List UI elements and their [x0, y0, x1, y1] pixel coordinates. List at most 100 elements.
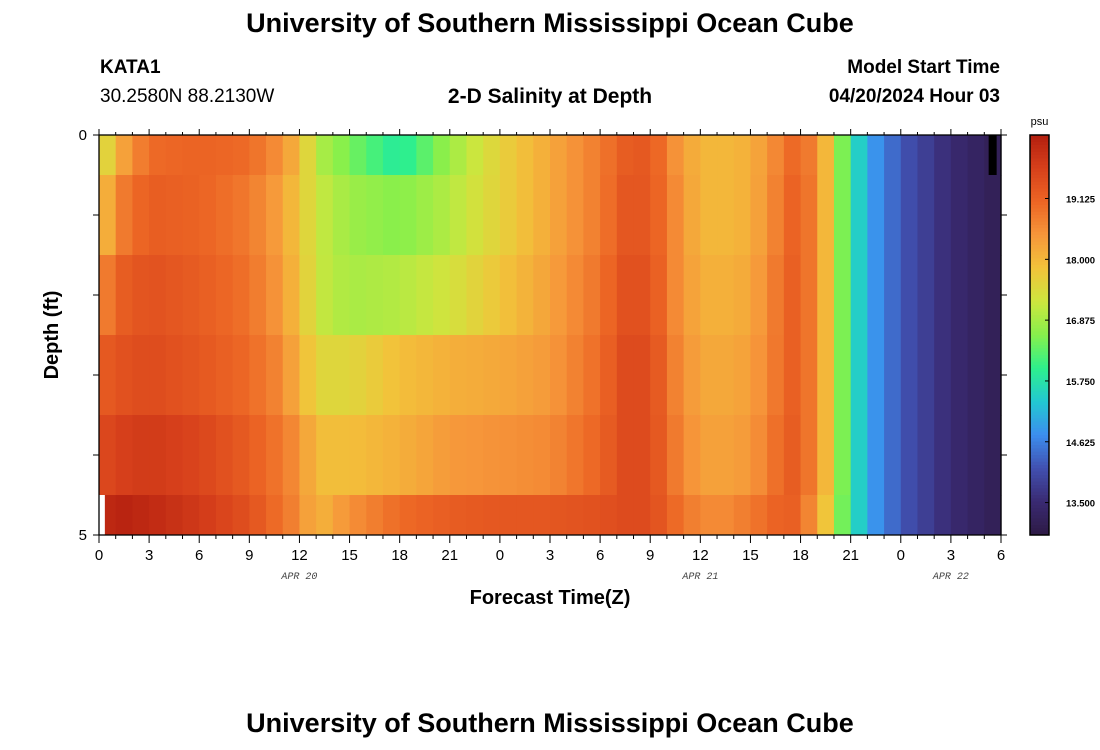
heatmap-cell [733, 335, 752, 416]
heatmap-cell [767, 415, 785, 496]
heatmap-cell [366, 335, 384, 416]
colorbar-segment [1030, 321, 1049, 326]
heatmap-cell [633, 495, 651, 536]
heatmap-cell [600, 175, 618, 256]
heatmap-cell [934, 335, 952, 416]
heatmap-cell [182, 415, 200, 496]
heatmap-cell [332, 415, 351, 496]
colorbar-segment [1030, 148, 1049, 153]
colorbar-segment [1030, 331, 1049, 336]
heatmap-cell [817, 135, 835, 176]
colorbar-segment [1030, 255, 1049, 259]
colorbar-segment [1030, 305, 1049, 309]
heatmap-cell [934, 135, 952, 176]
colorbar-segment [1030, 208, 1049, 213]
date-label: APR 22 [932, 572, 969, 583]
heatmap-cell [215, 495, 234, 536]
heatmap-cell [533, 415, 551, 496]
heatmap-cell [516, 415, 534, 496]
heatmap-cell [165, 335, 184, 416]
colorbar-segment [1030, 475, 1049, 479]
heatmap-cell [733, 255, 752, 336]
heatmap-cell [984, 255, 1002, 336]
heatmap-cell [316, 255, 334, 336]
heatmap-cell [366, 135, 384, 176]
heatmap-cell [483, 255, 501, 336]
heatmap-cell [650, 135, 668, 176]
heatmap-cell [466, 415, 484, 496]
colorbar-segment [1030, 448, 1049, 453]
heatmap-cell [99, 175, 117, 256]
heatmap-cell [767, 255, 785, 336]
heatmap-cell [783, 255, 802, 336]
heatmap-cell [900, 135, 919, 176]
heatmap-cell [817, 175, 835, 256]
heatmap-cell [700, 255, 718, 336]
colorbar-segment [1030, 311, 1049, 316]
colorbar-segment [1030, 278, 1049, 283]
x-tick-label: 6 [195, 547, 203, 564]
heatmap-cell [349, 495, 367, 536]
colorbar-segment [1030, 471, 1049, 476]
heatmap-cell [533, 495, 551, 536]
heatmap-cell [817, 335, 835, 416]
colorbar-segment [1030, 338, 1049, 343]
heatmap-cell [833, 495, 852, 536]
colorbar-segment [1030, 168, 1049, 173]
heatmap-cell [984, 495, 1002, 536]
heatmap-cell [165, 135, 184, 176]
heatmap-cell [249, 415, 267, 496]
heatmap-cell [934, 495, 952, 536]
heatmap-cell [199, 135, 217, 176]
heatmap-cell [483, 135, 501, 176]
heatmap-cell [466, 175, 484, 256]
colorbar-segment [1030, 361, 1049, 366]
heatmap-cell [633, 255, 651, 336]
heatmap-cell [917, 135, 935, 176]
heatmap-cell [767, 495, 785, 536]
colorbar-segment [1030, 531, 1049, 536]
colorbar-segment [1030, 388, 1049, 393]
heatmap-cell [282, 255, 301, 336]
heatmap-cell [499, 255, 518, 336]
heatmap-cell [332, 175, 351, 256]
x-tick-label: 12 [692, 547, 709, 564]
heatmap-cell [99, 335, 117, 416]
heatmap-cell [516, 335, 534, 416]
heatmap-cell [499, 135, 518, 176]
colorbar-segment [1030, 441, 1049, 446]
heatmap-cell [466, 495, 484, 536]
heatmap-cell [249, 255, 267, 336]
heatmap-cell [199, 255, 217, 336]
heatmap-cell [566, 135, 584, 176]
heatmap-cell [566, 335, 584, 416]
heatmap-cell [349, 335, 367, 416]
heatmap-cell [967, 175, 985, 256]
colorbar-segment [1030, 445, 1049, 449]
heatmap-cell [115, 135, 133, 176]
heatmap-cell [282, 495, 301, 536]
heatmap-cell [633, 335, 651, 416]
colorbar-segment [1030, 478, 1049, 483]
heatmap-cell [433, 495, 451, 536]
colorbar-segment [1030, 451, 1049, 456]
heatmap-cell [132, 335, 150, 416]
heatmap-cell [583, 415, 601, 496]
heatmap-cell [950, 135, 969, 176]
colorbar-segment [1030, 198, 1049, 203]
heatmap-cell [165, 255, 184, 336]
colorbar-segment [1030, 235, 1049, 239]
heatmap-cell [533, 135, 551, 176]
colorbar-segment [1030, 248, 1049, 253]
colorbar-segment [1030, 265, 1049, 269]
heatmap-cell [366, 255, 384, 336]
heatmap-cell [449, 135, 468, 176]
x-tick-label: 3 [947, 547, 955, 564]
heatmap-cell [800, 135, 818, 176]
heatmap-cell [299, 415, 317, 496]
heatmap-cell [182, 495, 200, 536]
heatmap-cell [767, 335, 785, 416]
heatmap-cell [566, 495, 584, 536]
colorbar-segment [1030, 218, 1049, 223]
heatmap-cell [349, 135, 367, 176]
